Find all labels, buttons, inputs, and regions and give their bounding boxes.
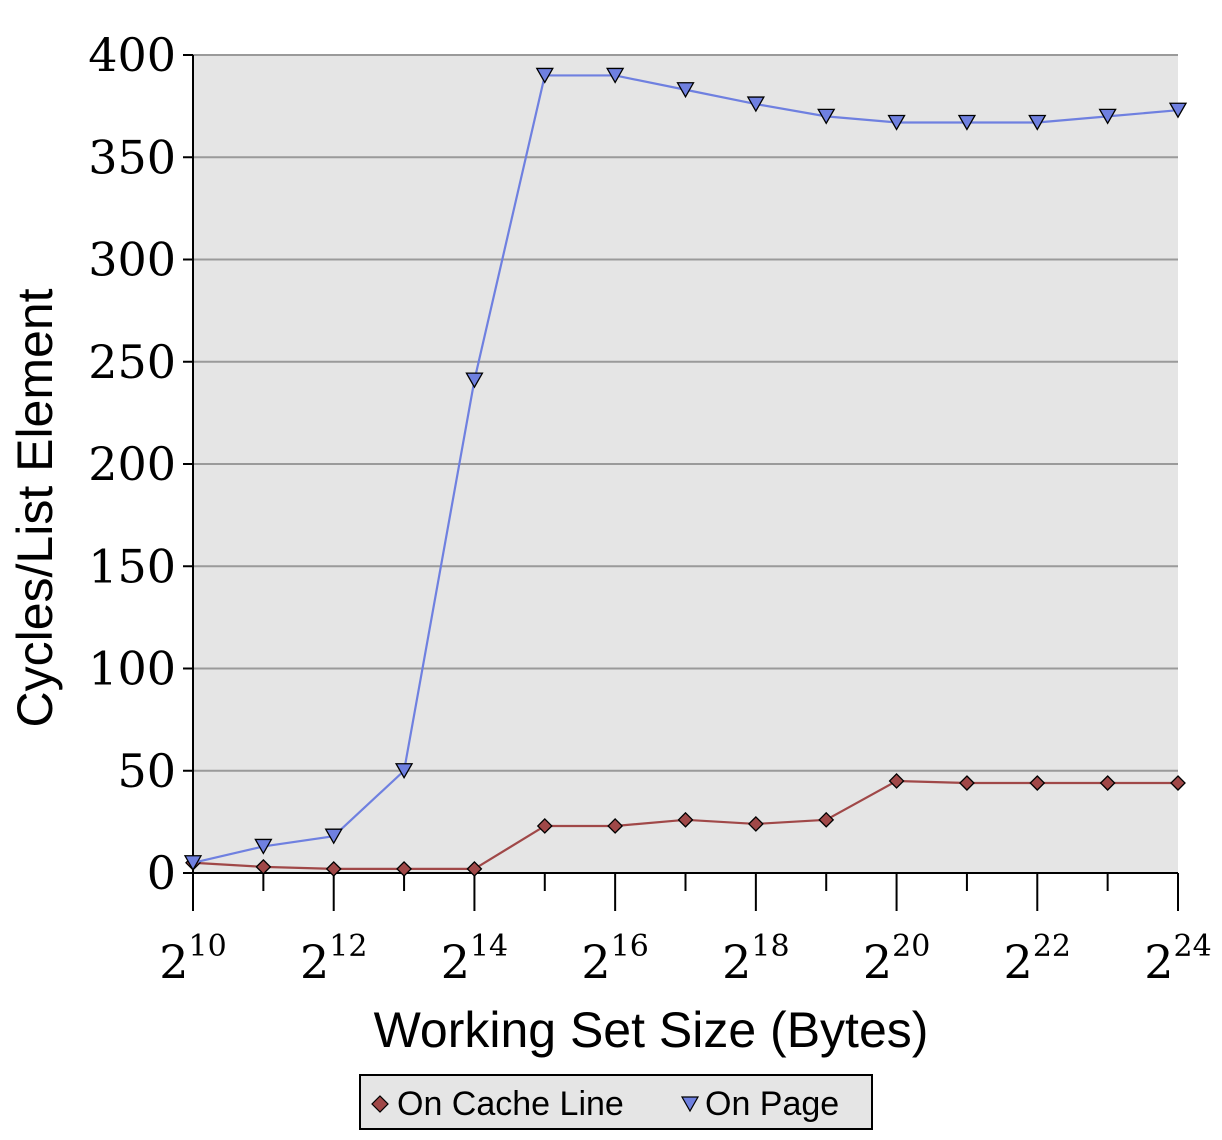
y-tick-label: 100: [88, 642, 176, 696]
data-point-page: [1098, 108, 1117, 125]
y-tick-labels: 0 50 100 150 200 250 300 350 400: [88, 28, 176, 900]
data-point-cache-line: [818, 811, 835, 828]
y-tick-label: 350: [88, 130, 176, 184]
y-tick-label: 0: [147, 846, 176, 900]
data-point-cache-line: [959, 775, 975, 791]
y-tick-label: 50: [117, 744, 176, 798]
data-point-cache-line: [1170, 775, 1186, 791]
axes: [183, 54, 1179, 911]
legend-marker-page: [680, 1096, 700, 1113]
data-point-page: [887, 114, 906, 131]
x-tick-label: 218: [722, 929, 789, 989]
data-point-page: [254, 838, 273, 855]
data-point-page: [183, 855, 203, 872]
series-layer: [183, 67, 1188, 877]
x-tick-label: 210: [159, 929, 226, 989]
x-tick-label: 224: [1144, 929, 1211, 989]
data-point-page: [676, 82, 695, 99]
x-tick-labels: 210 212 214 216 218 220 222 224: [159, 929, 1211, 989]
y-tick-label: 300: [88, 233, 176, 287]
data-point-page: [324, 828, 343, 845]
data-point-page: [1168, 102, 1188, 119]
legend-marker-cache-line: [371, 1095, 389, 1113]
legend: On Cache Line On Page: [359, 1074, 873, 1130]
x-axis-title: Working Set Size (Bytes): [374, 1002, 929, 1058]
data-point-cache-line: [396, 860, 412, 877]
x-tick-label: 220: [863, 929, 930, 989]
legend-box: [359, 1074, 873, 1130]
data-point-cache-line: [888, 773, 905, 789]
y-axis-title: Cycles/List Element: [7, 288, 63, 727]
grid-lines: [193, 54, 1178, 772]
data-point-page: [746, 96, 765, 113]
legend-label-cache-line: On Cache Line: [397, 1085, 624, 1123]
data-point-cache-line: [255, 858, 272, 875]
data-point-page: [817, 108, 836, 125]
x-tick-label: 222: [1004, 929, 1071, 989]
data-point-cache-line: [536, 818, 553, 834]
x-tick-label: 216: [581, 929, 648, 989]
y-tick-label: 200: [88, 437, 176, 491]
data-point-cache-line: [1099, 775, 1116, 791]
data-point-cache-line: [1029, 775, 1046, 791]
y-tick-label: 150: [88, 539, 176, 593]
data-point-page: [1028, 114, 1047, 131]
data-point-page: [535, 67, 554, 84]
y-tick-label: 250: [88, 335, 176, 389]
data-point-cache-line: [466, 860, 483, 877]
legend-label-page: On Page: [705, 1085, 839, 1123]
data-point-cache-line: [325, 860, 342, 877]
data-point-page: [394, 763, 414, 780]
y-tick-label: 400: [88, 28, 176, 82]
data-point-cache-line: [677, 811, 694, 828]
x-tick-label: 214: [441, 929, 508, 989]
data-point-page: [957, 114, 977, 131]
data-point-cache-line: [747, 816, 764, 832]
data-point-page: [465, 372, 484, 389]
data-point-cache-line: [607, 818, 624, 834]
data-point-page: [606, 67, 625, 84]
x-tick-label: 212: [300, 929, 367, 989]
